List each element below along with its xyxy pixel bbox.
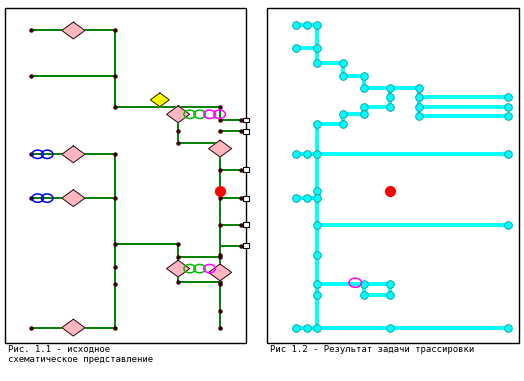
Polygon shape	[62, 22, 85, 39]
Bar	[243, 223, 249, 227]
Bar	[243, 117, 249, 122]
Polygon shape	[62, 319, 85, 336]
Text: Рис. 1.1 - исходное
схематическое представление: Рис. 1.1 - исходное схематическое предст…	[8, 345, 153, 364]
Bar	[243, 129, 249, 134]
Polygon shape	[167, 260, 190, 277]
Polygon shape	[209, 264, 232, 281]
Bar	[5, 8, 246, 343]
Bar	[243, 167, 249, 172]
Bar	[243, 243, 249, 248]
Polygon shape	[62, 146, 85, 163]
Bar	[243, 196, 249, 201]
Polygon shape	[150, 93, 169, 107]
Polygon shape	[62, 190, 85, 207]
Bar	[267, 8, 519, 343]
Polygon shape	[167, 106, 190, 123]
Text: Рис 1.2 - Результат задачи трассировки: Рис 1.2 - Результат задачи трассировки	[270, 345, 474, 354]
Polygon shape	[209, 140, 232, 157]
